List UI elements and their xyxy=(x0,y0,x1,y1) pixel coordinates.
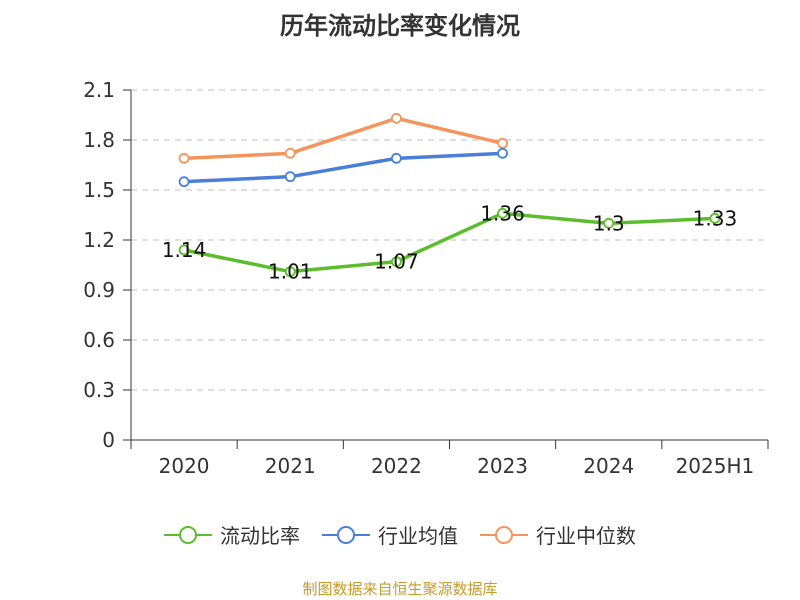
legend-marker-current-ratio xyxy=(164,525,212,544)
legend-marker-industry-median xyxy=(480,525,528,544)
legend-label-industry-median: 行业中位数 xyxy=(536,524,636,548)
legend-item-industry-median[interactable]: 行业中位数 xyxy=(480,520,636,549)
data-point-1 xyxy=(284,171,296,183)
x-tick-label: 2021 xyxy=(265,454,316,478)
data-point-0 xyxy=(391,256,402,268)
data-label: 1.07 xyxy=(374,250,419,274)
x-tick-label: 2020 xyxy=(159,454,210,478)
x-tick-label: 2023 xyxy=(477,454,528,478)
y-tick-label: 1.8 xyxy=(83,128,115,152)
y-tick-label: 0.3 xyxy=(83,378,115,402)
data-point-0 xyxy=(709,212,721,224)
series-line-0 xyxy=(183,211,715,274)
data-point-0 xyxy=(603,217,615,229)
legend-label-industry-mean: 行业均值 xyxy=(378,524,458,548)
y-tick-label: 0 xyxy=(102,428,115,452)
legend-label-current-ratio: 流动比率 xyxy=(220,524,300,548)
series-line-1 xyxy=(184,151,503,184)
legend-item-current-ratio[interactable]: 流动比率 xyxy=(164,520,300,549)
chart-legend: 流动比率 行业均值 行业中位数 xyxy=(0,520,800,549)
chart-title: 历年流动比率变化情况 xyxy=(280,12,520,40)
data-point-1 xyxy=(178,176,190,188)
data-point-0 xyxy=(284,266,296,278)
data-label: 1.14 xyxy=(162,238,207,262)
data-point-1 xyxy=(497,147,508,159)
legend-marker-industry-mean xyxy=(322,525,370,544)
x-tick-label: 2022 xyxy=(371,454,422,478)
y-tick-label: 2.1 xyxy=(83,78,115,102)
y-tick-label: 1.5 xyxy=(83,178,115,202)
data-point-0 xyxy=(178,244,190,256)
legend-item-industry-mean[interactable]: 行业均值 xyxy=(322,520,458,549)
y-tick-label: 0.9 xyxy=(83,278,115,302)
y-tick-label: 1.2 xyxy=(83,228,115,252)
x-tick-label: 2025H1 xyxy=(676,454,755,478)
data-point-2 xyxy=(284,147,296,159)
data-label: 1.3 xyxy=(593,211,625,235)
data-point-2 xyxy=(178,152,190,164)
data-point-0 xyxy=(497,207,508,219)
data-point-2 xyxy=(391,112,402,124)
data-source-note: 制图数据来自恒生聚源数据库 xyxy=(302,580,498,598)
data-point-1 xyxy=(391,152,402,164)
data-point-2 xyxy=(497,137,508,149)
x-tick-label: 2024 xyxy=(583,454,634,478)
series-line-2 xyxy=(184,116,503,161)
y-tick-label: 0.6 xyxy=(83,328,115,352)
data-label: 1.36 xyxy=(480,201,525,225)
data-label: 1.01 xyxy=(268,260,313,284)
data-label: 1.33 xyxy=(693,206,738,230)
